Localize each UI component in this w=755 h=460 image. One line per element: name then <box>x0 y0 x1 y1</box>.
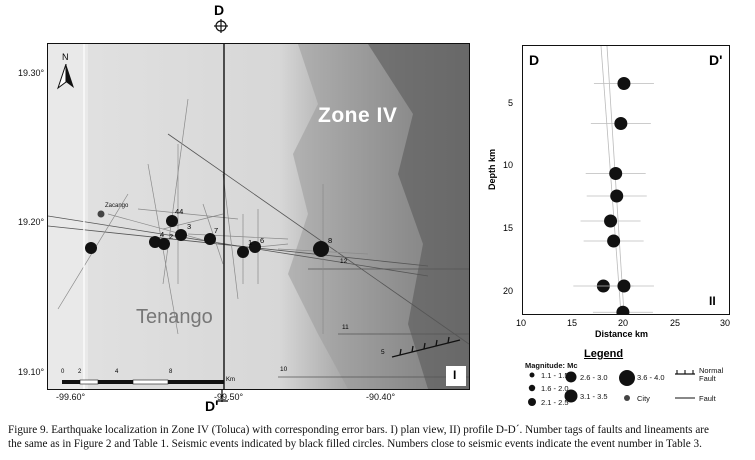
panel-label-i: I <box>453 368 457 382</box>
caption-line-2: the same as in Figure 2 and Table 1. Sei… <box>8 438 702 450</box>
profile-ylabel: Depth km <box>487 148 497 190</box>
profile-xtick: 20 <box>618 318 629 328</box>
profile-panel-label: II <box>709 294 716 308</box>
profile-xtick: 25 <box>670 318 681 328</box>
profile-right-label: D' <box>709 52 723 68</box>
profile-event-marker <box>617 279 631 293</box>
profile-event-marker <box>617 77 631 90</box>
profile-ytick: 5 <box>508 98 514 108</box>
figure-caption: Figure 9. Earthquake localization in Zon… <box>8 423 753 451</box>
fault-tag: 12 <box>340 258 348 265</box>
lat-label-1930: 19.30° <box>18 68 45 78</box>
profile-ytick: 15 <box>503 223 514 233</box>
scale-tick: 2 <box>78 369 82 375</box>
lon-label-9950: -99.50° <box>214 392 244 402</box>
section-label-top: D <box>214 2 225 18</box>
relief-dark <box>368 44 469 389</box>
profile-xtick: 30 <box>720 318 731 328</box>
legend-class: 3.6 - 4.0 <box>637 373 665 382</box>
profile-ytick: 10 <box>503 160 514 170</box>
seismic-events <box>85 215 329 258</box>
legend-title: Legend <box>584 348 624 360</box>
event-tag: 44 <box>175 207 184 216</box>
section-crosshair-icon <box>214 19 228 33</box>
event-marker <box>175 229 187 241</box>
event-marker <box>158 238 170 250</box>
plain-west <box>48 44 88 389</box>
profile-panel: D D' II <box>522 45 730 319</box>
event-tag: 3 <box>187 222 192 231</box>
profile-event-marker <box>609 167 623 180</box>
town-label-zacango: Zacango <box>105 203 129 209</box>
profile-event-marker <box>604 214 618 228</box>
lon-label-9960: -99.60° <box>56 392 86 402</box>
map-canvas <box>48 44 469 389</box>
normal-fault-5 <box>391 336 461 358</box>
legend-class: 1.1 - 1.5 <box>541 371 569 380</box>
legend-class: 1.6 - 2.0 <box>541 384 569 393</box>
legend-class: 2.1 - 2.5 <box>541 398 569 407</box>
plan-view-map: N Zone IV Tenango Zacango 44 4 2 3 7 1 6… <box>47 43 470 390</box>
legend-class: 3.1 - 3.5 <box>580 392 608 401</box>
fault-lines <box>48 133 469 378</box>
event-marker <box>149 236 161 248</box>
event-marker <box>249 241 261 253</box>
legend-fault: Fault <box>699 394 716 403</box>
fault-tag: 5 <box>381 349 385 356</box>
section-label-bottom: D' <box>205 398 219 414</box>
profile-xtick: 10 <box>516 318 527 328</box>
lat-label-1920: 19.20° <box>18 217 45 227</box>
scale-tick: 8 <box>169 369 173 375</box>
event-marker <box>166 215 178 227</box>
north-label: N <box>62 52 69 62</box>
legend-class: 2.6 - 3.0 <box>580 373 608 382</box>
legend-magnitude-label: Magnitude: Mc <box>525 361 578 370</box>
north-arrow-icon <box>57 64 74 90</box>
scale-tick: 0 <box>61 369 65 375</box>
zone-label: Zone IV <box>318 104 398 127</box>
fault-tag: 10 <box>280 366 288 373</box>
event-tag: 1 <box>248 238 253 247</box>
event-tag: 4 <box>160 230 165 239</box>
event-marker <box>237 246 249 258</box>
event-marker <box>85 242 97 254</box>
profile-ytick: 20 <box>503 286 514 296</box>
lon-label-9040: -90.40° <box>366 392 396 402</box>
scale-unit: Km <box>226 377 235 383</box>
city-label-tenango: Tenango <box>136 306 213 328</box>
scale-bar <box>62 379 224 385</box>
profile-event-marker <box>616 305 630 319</box>
profile-left-label: D <box>529 52 540 68</box>
event-marker <box>204 233 216 245</box>
profile-event-marker <box>614 117 628 130</box>
scale-tick: 4 <box>115 369 119 375</box>
event-marker <box>313 241 329 257</box>
event-tag: 7 <box>214 226 219 235</box>
section-end-marker-icon <box>216 390 228 402</box>
legend-normal-fault: Normal Fault <box>699 366 724 383</box>
event-tag: 6 <box>260 236 265 245</box>
profile-xtick: 15 <box>567 318 578 328</box>
event-tag: 8 <box>328 236 333 245</box>
lat-label-1910: 19.10° <box>18 367 45 377</box>
caption-line-1: Figure 9. Earthquake localization in Zon… <box>8 424 709 436</box>
profile-event-marker <box>610 189 624 203</box>
profile-event-marker <box>607 234 621 248</box>
legend-symbols <box>528 370 695 406</box>
fault-tag: 11 <box>342 324 349 331</box>
legend-city: City <box>637 394 650 403</box>
event-tag: 2 <box>169 232 174 241</box>
profile-xlabel: Distance km <box>595 329 649 339</box>
city-marker-icon <box>97 210 105 218</box>
profile-canvas <box>573 45 725 319</box>
panel-label-box <box>446 366 466 386</box>
